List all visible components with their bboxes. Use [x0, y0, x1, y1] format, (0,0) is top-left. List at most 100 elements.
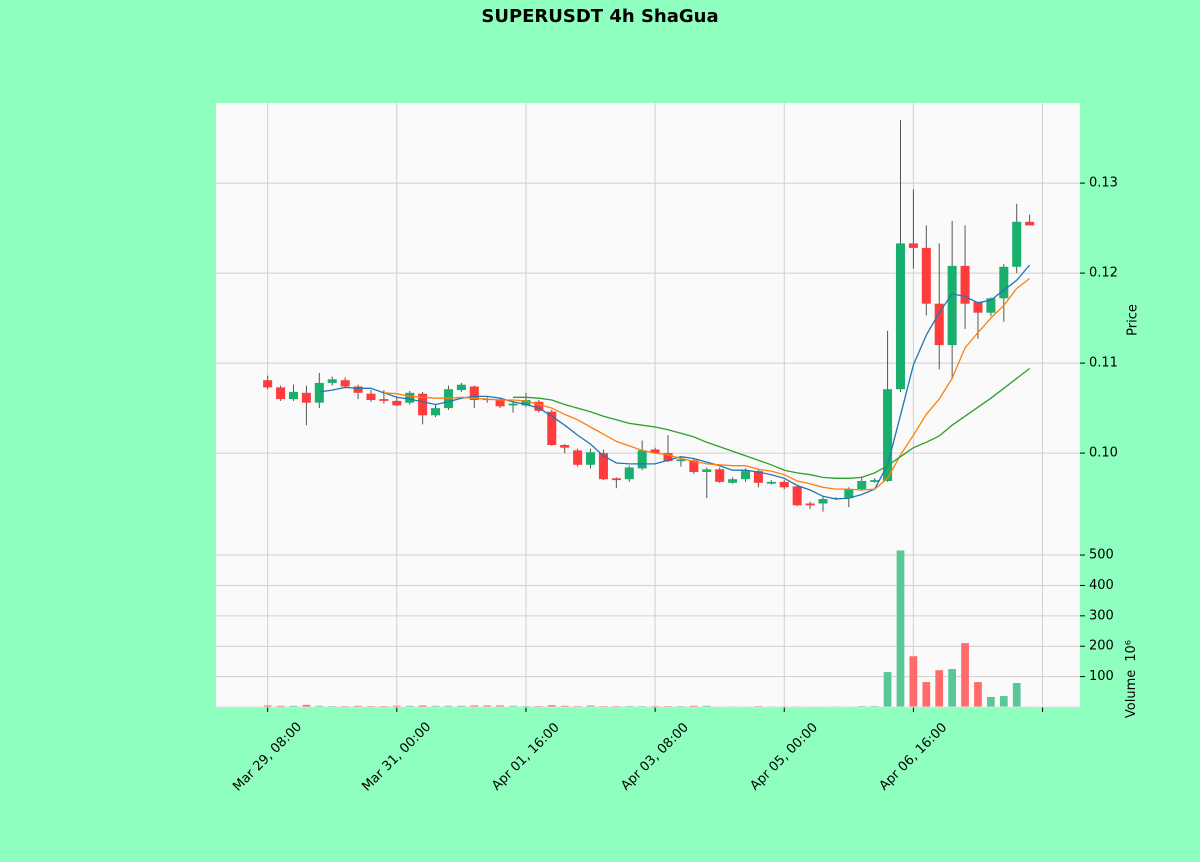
candle-body: [986, 298, 996, 313]
candle-body: [1025, 221, 1035, 226]
candle-body: [469, 386, 479, 400]
volume-bar: [302, 704, 311, 707]
candle-body: [276, 387, 286, 400]
candle-body: [560, 445, 570, 448]
candle-body: [573, 450, 583, 465]
candle-body: [379, 399, 389, 401]
candle-body: [844, 489, 854, 499]
candle-body: [586, 452, 596, 465]
volume-bar: [689, 705, 698, 707]
volume-bar: [263, 705, 272, 707]
volume-bar: [961, 643, 969, 707]
volume-bar: [586, 705, 595, 707]
candle-body: [999, 266, 1009, 299]
candle-body: [456, 384, 466, 391]
volume-bar: [289, 705, 298, 707]
volume-bar: [1012, 682, 1021, 707]
candle-body: [534, 401, 544, 411]
candle-body: [314, 382, 324, 403]
candle-body: [547, 411, 557, 445]
y-tick-label: 0.12: [1089, 266, 1118, 281]
volume-bar: [935, 670, 944, 707]
candle-body: [392, 400, 402, 406]
volume-bar: [987, 696, 995, 707]
candle-body: [327, 379, 337, 383]
candle-body: [728, 479, 738, 483]
volume-tick-label: 100: [1089, 669, 1114, 684]
candle-body: [818, 499, 828, 504]
volume-tick-label: 200: [1089, 639, 1114, 654]
candle-body: [663, 453, 673, 462]
volume-bar: [909, 656, 918, 707]
candle-body: [508, 403, 518, 406]
volume-axis-label: Volume 10⁶: [1124, 640, 1139, 718]
volume-bar: [974, 682, 982, 707]
volume-bar: [457, 705, 466, 707]
candle-body: [431, 408, 441, 416]
candle-body: [598, 453, 608, 480]
volume-bar: [999, 696, 1008, 707]
volume-bar: [948, 669, 957, 707]
candle-body: [689, 460, 699, 472]
candle-body: [947, 265, 957, 346]
volume-bar: [431, 705, 440, 707]
volume-tick-label: 500: [1089, 548, 1114, 563]
y-axis-label: Price: [1126, 304, 1141, 336]
volume-exponent: 10⁶: [1124, 640, 1139, 662]
candle-body: [895, 243, 906, 390]
candle-body: [702, 469, 712, 472]
y-tick-label: 0.13: [1089, 176, 1118, 191]
volume-bar: [405, 705, 414, 707]
volume-bar: [315, 705, 324, 707]
candle-body: [340, 380, 350, 387]
y-tick-label: 0.10: [1089, 446, 1118, 461]
candle-body: [263, 380, 273, 388]
volume-bar: [702, 705, 711, 707]
volume-bar: [354, 705, 362, 707]
candle-body: [495, 400, 505, 407]
candle-body: [792, 486, 802, 506]
candle-body: [908, 243, 918, 248]
volume-bar: [547, 705, 556, 707]
volume-bar: [470, 705, 479, 707]
candle-body: [637, 450, 647, 469]
candle-body: [611, 478, 621, 481]
candle-body: [676, 459, 686, 462]
y-tick-label: 0.11: [1089, 356, 1118, 371]
moving-average-line: [513, 367, 1030, 479]
volume-bar: [392, 705, 401, 707]
candle-body: [883, 389, 893, 481]
volume-bar: [444, 705, 453, 707]
moving-average-line: [319, 264, 1031, 500]
volume-label: Volume: [1124, 670, 1139, 718]
candle-body: [766, 481, 776, 484]
candle-body: [301, 392, 311, 403]
candle-body: [960, 265, 970, 304]
volume-bar: [922, 682, 931, 707]
candle-body: [288, 391, 299, 400]
candle-body: [870, 480, 880, 482]
candle-body: [353, 386, 363, 393]
candle-body: [740, 471, 751, 480]
candle-body: [805, 503, 815, 506]
candle-body: [418, 393, 428, 416]
candle-body: [715, 469, 725, 482]
volume-tick-label: 400: [1089, 578, 1114, 593]
candle-body: [366, 393, 376, 400]
volume-bar: [896, 550, 905, 707]
chart-title: SUPERUSDT 4h ShaGua: [481, 6, 718, 27]
volume-tick-label: 300: [1089, 608, 1114, 623]
volume-bar: [496, 705, 504, 707]
candle-body: [405, 392, 415, 403]
candle-body: [973, 301, 983, 313]
volume-bar: [483, 705, 492, 707]
candle-body: [650, 449, 660, 454]
candle-body: [779, 481, 789, 488]
volume-bar: [883, 672, 892, 707]
candle-body: [857, 481, 867, 490]
volume-bar: [509, 705, 517, 707]
candle-body: [921, 247, 931, 304]
candle-body: [753, 471, 763, 483]
volume-bar: [276, 705, 285, 707]
